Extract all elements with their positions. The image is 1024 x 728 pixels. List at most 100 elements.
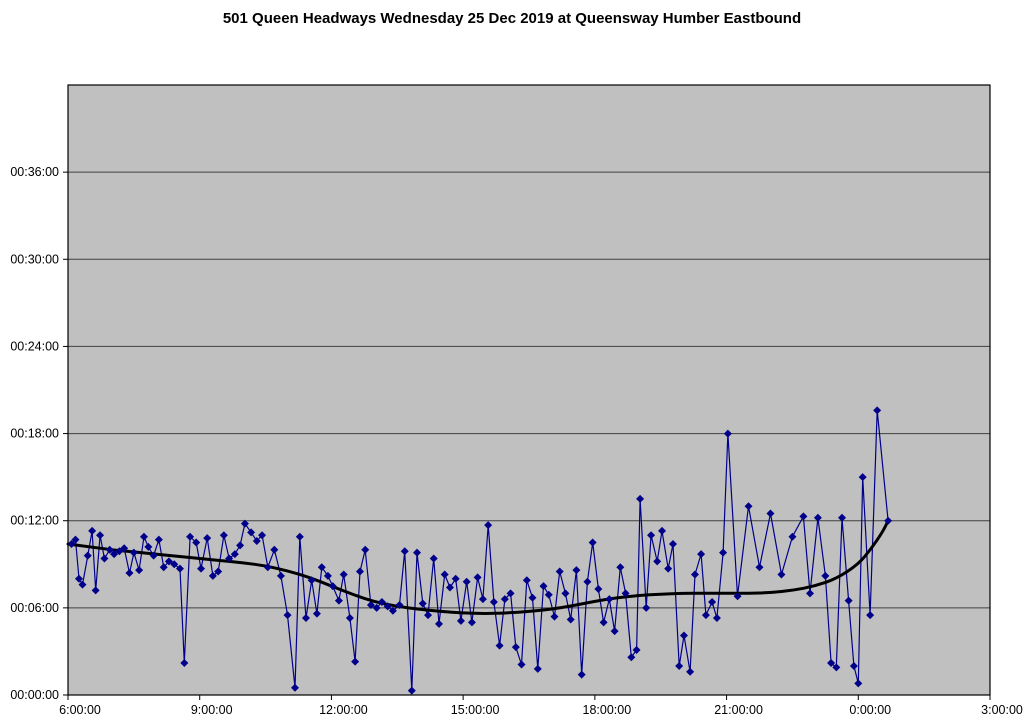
data-point-diamond bbox=[777, 570, 786, 579]
data-point-diamond bbox=[149, 551, 158, 560]
data-point-diamond bbox=[307, 576, 316, 585]
y-tick-label: 00:06:00 bbox=[10, 601, 59, 615]
data-point-diamond bbox=[627, 653, 636, 662]
data-point-diamond bbox=[744, 502, 753, 511]
data-point-diamond bbox=[78, 580, 87, 589]
data-point-diamond bbox=[550, 612, 559, 621]
data-point-diamond bbox=[110, 550, 119, 559]
data-point-diamond bbox=[71, 535, 80, 544]
data-point-diamond bbox=[675, 661, 684, 670]
data-point-diamond bbox=[270, 545, 279, 554]
y-tick-label: 00:00:00 bbox=[10, 688, 59, 702]
data-point-diamond bbox=[290, 683, 299, 692]
data-point-diamond bbox=[164, 557, 173, 566]
data-point-diamond bbox=[821, 571, 830, 580]
data-point-diamond bbox=[533, 664, 542, 673]
data-point-diamond bbox=[473, 573, 482, 582]
data-point-diamond bbox=[105, 545, 114, 554]
data-point-diamond bbox=[610, 627, 619, 636]
data-point-diamond bbox=[395, 600, 404, 609]
data-point-diamond bbox=[566, 615, 575, 624]
data-point-diamond bbox=[594, 584, 603, 593]
data-point-diamond bbox=[276, 571, 285, 580]
data-point-diamond bbox=[701, 611, 710, 620]
data-point-diamond bbox=[240, 519, 249, 528]
data-point-diamond bbox=[424, 611, 433, 620]
y-axis-labels: 00:00:00 00:06:00 00:12:00 00:18:00 00:24:00… bbox=[10, 165, 59, 702]
data-point-diamond bbox=[144, 542, 153, 551]
data-point-diamond bbox=[723, 429, 732, 438]
data-point-diamond bbox=[866, 611, 875, 620]
data-point-diamond bbox=[283, 611, 292, 620]
data-point-diamond bbox=[858, 473, 867, 482]
data-point-diamond bbox=[192, 538, 201, 547]
x-tick-label: 21:00:00 bbox=[714, 703, 763, 717]
data-point-diamond bbox=[539, 582, 548, 591]
data-point-diamond bbox=[669, 539, 678, 548]
data-point-diamond bbox=[517, 660, 526, 669]
data-point-diamond bbox=[467, 618, 476, 627]
x-tick-label: 3:00:00 bbox=[981, 703, 1023, 717]
data-point-diamond bbox=[799, 512, 808, 521]
x-tick-label: 9:00:00 bbox=[191, 703, 233, 717]
data-point-diamond bbox=[230, 550, 239, 559]
x-tick-label: 18:00:00 bbox=[583, 703, 632, 717]
plot-border bbox=[67, 84, 991, 696]
data-point-diamond bbox=[175, 564, 184, 573]
data-point-diamond bbox=[67, 539, 76, 548]
x-axis-labels: 6:00:00 9:00:00 12:00:00 15:00:00 18:00:00 21… bbox=[59, 703, 1023, 717]
data-point-diamond bbox=[555, 567, 564, 576]
data-point-diamond bbox=[588, 538, 597, 547]
data-point-diamond bbox=[697, 550, 706, 559]
data-point-diamond bbox=[755, 563, 764, 572]
y-tick-label: 00:30:00 bbox=[10, 252, 59, 266]
data-point-diamond bbox=[583, 577, 592, 586]
data-point-diamond bbox=[708, 598, 717, 607]
data-point-diamond bbox=[658, 526, 667, 535]
data-point-diamond bbox=[413, 548, 422, 557]
data-point-diamond bbox=[577, 670, 586, 679]
data-point-diamond bbox=[636, 494, 645, 503]
trend-line bbox=[66, 519, 890, 615]
x-tick-label: 6:00:00 bbox=[59, 703, 101, 717]
data-point-diamond bbox=[83, 551, 92, 560]
data-point-diamond bbox=[456, 616, 465, 625]
data-point-diamond bbox=[572, 566, 581, 575]
data-point-diamond bbox=[96, 531, 105, 540]
data-point-diamond bbox=[295, 532, 304, 541]
data-point-diamond bbox=[854, 679, 863, 688]
data-point-diamond bbox=[632, 645, 641, 654]
gridlines bbox=[68, 171, 990, 609]
data-point-diamond bbox=[429, 554, 438, 563]
data-point-diamond bbox=[100, 554, 109, 563]
data-point-diamond bbox=[170, 560, 179, 569]
data-point-diamond bbox=[135, 566, 144, 575]
data-point-diamond bbox=[528, 593, 537, 602]
data-point-diamond bbox=[616, 563, 625, 572]
y-tick-label: 00:36:00 bbox=[10, 165, 59, 179]
x-tick-label: 0:00:00 bbox=[849, 703, 891, 717]
data-point-diamond bbox=[154, 535, 163, 544]
data-point-diamond bbox=[263, 563, 272, 572]
data-point-diamond bbox=[258, 531, 267, 540]
data-point-diamond bbox=[129, 548, 138, 557]
data-point-diamond bbox=[366, 600, 375, 609]
data-point-diamond bbox=[719, 548, 728, 557]
data-point-diamond bbox=[605, 595, 614, 604]
data-point-diamond bbox=[377, 598, 386, 607]
data-point-diamond bbox=[225, 554, 234, 563]
data-point-diamond bbox=[125, 569, 134, 577]
data-point-diamond bbox=[312, 609, 321, 618]
data-point-diamond bbox=[884, 516, 893, 525]
data-point-diamond bbox=[372, 603, 381, 612]
data-point-diamond bbox=[440, 570, 449, 579]
data-point-diamond bbox=[522, 576, 531, 585]
data-point-diamond bbox=[511, 643, 520, 652]
data-point-diamond bbox=[400, 547, 409, 556]
data-point-diamond bbox=[328, 582, 337, 591]
data-point-diamond bbox=[621, 589, 630, 598]
data-point-diamond bbox=[361, 545, 370, 554]
data-point-diamond bbox=[139, 532, 148, 541]
chart-title: 501 Queen Headways Wednesday 25 Dec 2019… bbox=[222, 10, 802, 27]
x-tick-label: 15:00:00 bbox=[451, 703, 500, 717]
